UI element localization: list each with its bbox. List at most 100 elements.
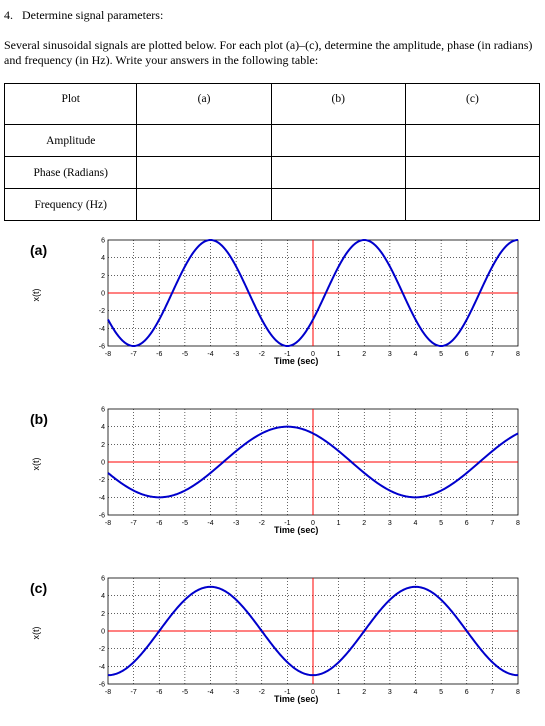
x-tick-label: 6 [465,689,469,696]
x-tick-label: -1 [284,520,290,527]
x-tick-label: -8 [105,689,111,696]
x-tick-label: 1 [337,689,341,696]
x-tick-label: -8 [105,520,111,527]
panel-label-b: (b) [30,411,48,427]
header-c: (c) [404,83,541,125]
x-tick-label: -5 [182,520,188,527]
x-tick-label: 7 [490,689,494,696]
x-tick-label: 4 [414,689,418,696]
x-tick-label: 4 [414,520,418,527]
plot-a: (a) x(t) -8 -7 -6 -5 -4 -3 -2 -1 0 1 2 3 4 5 6 7 8 6 4 2 0 -2… [30,228,540,388]
y-tick-label: 0 [101,629,105,636]
y-tick-label: 2 [101,442,105,449]
answer-cell-b[interactable] [270,188,406,221]
y-axis-label-a: x(t) [31,288,41,302]
x-tick-label: -2 [259,689,265,696]
y-tick-label: 6 [101,576,105,583]
x-tick-label: -3 [233,520,239,527]
panel-label-c: (c) [30,580,48,596]
plot-b: (b) x(t) -8 -7 -6 -5 -4 -3 -2 -1 0 1 2 3 4 5 6 7 8 6 4 2 0 -2… [30,397,540,557]
x-tick-label: 8 [516,351,520,358]
x-tick-label: 0 [311,520,315,527]
x-tick-label: 1 [337,520,341,527]
x-tick-label: -5 [182,351,188,358]
answer-cell-c[interactable] [404,188,541,221]
x-tick-label: -4 [207,520,213,527]
x-tick-label: 2 [362,351,366,358]
y-tick-label: 2 [101,273,105,280]
x-tick-label: 6 [465,520,469,527]
x-tick-label: 0 [311,351,315,358]
x-tick-label: -3 [233,689,239,696]
y-tick-label: 6 [101,238,105,245]
y-axis-label-b: x(t) [31,457,41,471]
x-tick-label: -6 [156,689,162,696]
header-a: (a) [136,83,272,125]
answer-row-amplitude: Amplitude [3,124,541,157]
x-tick-label: -1 [284,689,290,696]
y-tick-label: -4 [99,495,105,502]
x-tick-label: -7 [131,689,137,696]
x-tick-label: 3 [388,520,392,527]
x-tick-label: -5 [182,689,188,696]
row-label: Phase (Radians) [3,156,138,189]
x-tick-label: -6 [156,520,162,527]
row-label: Frequency (Hz) [3,188,138,221]
signal-curve [107,585,519,677]
y-tick-label: -4 [99,664,105,671]
y-tick-label: 0 [101,460,105,467]
panel-label-a: (a) [30,242,48,258]
x-tick-label: 5 [439,689,443,696]
answer-row-frequency: Frequency (Hz) [3,188,541,221]
x-tick-label: 8 [516,520,520,527]
x-axis-label-c: Time (sec) [274,694,319,704]
question-intro: Several sinusoidal signals are plotted b… [4,38,533,67]
x-tick-label: -7 [131,520,137,527]
x-tick-label: 3 [388,689,392,696]
y-tick-label: -2 [99,477,105,484]
x-tick-label: 7 [490,520,494,527]
answer-cell-b[interactable] [270,156,406,189]
answer-row-phase: Phase (Radians) [3,156,541,189]
y-tick-label: 4 [101,255,105,262]
answer-cell-c[interactable] [404,156,541,189]
chart-b-svg: -8 -7 -6 -5 -4 -3 -2 -1 0 1 2 3 4 5 6 7 8 6 4 2 0 -2 -4 -6 [99,407,520,528]
row-label: Amplitude [3,124,138,157]
question-heading: 4. Determine signal parameters: [4,8,164,22]
header-plot: Plot [3,83,138,125]
x-axis-label-b: Time (sec) [274,525,319,535]
y-tick-label: -6 [99,513,105,520]
x-tick-label: -8 [105,351,111,358]
x-tick-label: 4 [414,351,418,358]
x-tick-label: 6 [465,351,469,358]
chart-c-svg: -8 -7 -6 -5 -4 -3 -2 -1 0 1 2 3 4 5 6 7 8 6 4 2 0 -2 -4 -6 [99,576,520,697]
y-tick-label: 2 [101,611,105,618]
y-tick-label: -4 [99,326,105,333]
y-axis-label-c: x(t) [31,626,41,640]
y-tick-label: 0 [101,291,105,298]
x-tick-label: -4 [207,689,213,696]
signal-curve [107,238,519,348]
x-axis-label-a: Time (sec) [274,356,319,366]
x-tick-label: -4 [207,351,213,358]
x-tick-label: -2 [259,351,265,358]
answer-cell-a[interactable] [136,156,272,189]
answer-cell-b[interactable] [270,124,406,157]
header-b: (b) [270,83,406,125]
x-tick-label: 0 [311,689,315,696]
answer-cell-a[interactable] [136,188,272,221]
answer-table-header-row: Plot (a) (b) (c) [3,83,541,125]
x-tick-label: -6 [156,351,162,358]
answer-cell-a[interactable] [136,124,272,157]
x-tick-label: 5 [439,351,443,358]
x-tick-label: -3 [233,351,239,358]
y-tick-label: 4 [101,593,105,600]
answer-cell-c[interactable] [404,124,541,157]
y-tick-label: 4 [101,424,105,431]
x-tick-label: -7 [131,351,137,358]
x-tick-label: 3 [388,351,392,358]
x-tick-label: -1 [284,351,290,358]
y-tick-label: -6 [99,682,105,689]
y-tick-label: 6 [101,407,105,414]
chart-a-svg: -8 -7 -6 -5 -4 -3 -2 -1 0 1 2 3 4 5 6 7 8 6 4 2 0 -2 -4 -6 [99,238,520,359]
